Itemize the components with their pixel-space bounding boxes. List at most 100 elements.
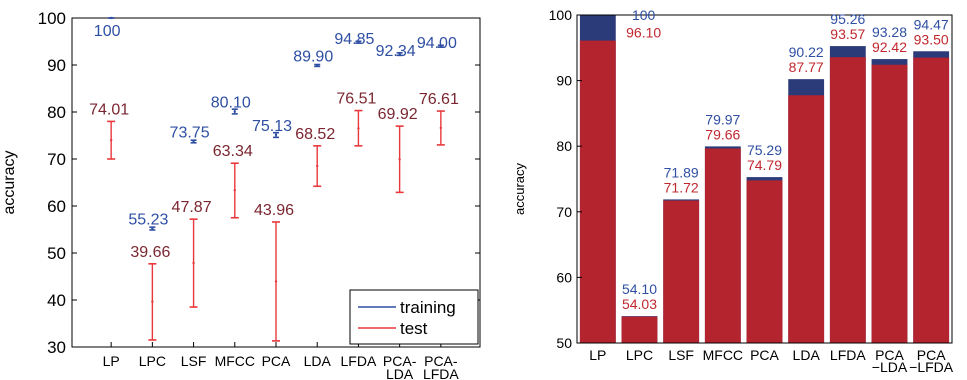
y-tick-label: 60	[47, 197, 66, 216]
data-label-bottom: 71.72	[664, 179, 699, 195]
data-point	[192, 261, 195, 265]
data-label-bottom: 92.42	[872, 39, 907, 55]
y-axis-label: accuracy	[512, 162, 527, 215]
bar-chart: 50 60 70 80 90 100 accuracy LP LPC LSF MFCC PCA LDA L…	[512, 7, 954, 375]
y-tick-label: 100	[549, 7, 573, 23]
data-point	[233, 110, 236, 113]
data-label: 75.13	[252, 118, 292, 135]
y-tick-label: 80	[47, 103, 66, 122]
bar	[913, 57, 950, 343]
data-point	[192, 140, 195, 143]
data-label: 39.66	[130, 244, 170, 261]
data-label: 80.10	[211, 95, 251, 112]
data-label-bottom: 79.66	[705, 126, 740, 142]
data-point	[233, 189, 236, 192]
plot-frame	[576, 14, 953, 344]
data-label: 100	[94, 23, 121, 40]
data-label: 94.85	[334, 31, 374, 48]
data-label-top: 71.89	[664, 164, 699, 180]
data-label: 89.90	[293, 48, 333, 65]
data-point	[439, 126, 443, 130]
data-label: 43.96	[254, 202, 294, 219]
data-point	[109, 16, 113, 20]
legend-label: training	[400, 298, 456, 317]
x-tick-label: LDA	[793, 347, 821, 363]
data-label: 92.34	[376, 43, 416, 60]
data-label-top: 94.47	[914, 16, 949, 32]
x-tick-label: LDA	[304, 353, 332, 369]
data-label: 76.51	[336, 91, 376, 108]
data-point	[357, 41, 360, 44]
bar	[579, 40, 616, 344]
y-tick-label: 30	[47, 338, 66, 357]
legend-box	[349, 289, 479, 345]
bar	[663, 200, 700, 343]
data-label-bottom: 93.57	[830, 26, 865, 42]
x-tick-label: LFDA	[830, 347, 866, 363]
data-label-top: 100	[632, 7, 656, 23]
data-point	[316, 64, 319, 67]
x-tick-label: PCA −LDA	[872, 347, 908, 375]
bar	[704, 148, 741, 343]
data-label: 47.87	[172, 199, 212, 216]
bar	[788, 95, 825, 344]
bar	[621, 316, 658, 343]
y-tick-label: 100	[38, 9, 66, 28]
x-tick-label: LFDA	[341, 353, 377, 369]
x-tick-label: MFCC	[215, 353, 255, 369]
x-tick-label: PCA-LFDA	[423, 353, 459, 380]
data-label: 73.75	[170, 124, 210, 141]
y-tick-label: 70	[556, 204, 572, 220]
data-point	[398, 158, 401, 161]
data-point	[274, 133, 278, 137]
x-tick-label: LP	[103, 353, 120, 369]
x-tick-label: PCA −LFDA	[909, 347, 954, 375]
data-label: 94.00	[417, 35, 457, 52]
x-tick-label: LSF	[181, 353, 207, 369]
bar	[871, 64, 908, 344]
y-tick-label: 50	[556, 335, 572, 351]
data-point	[109, 138, 113, 142]
x-tick-label: PCA-LDA	[383, 353, 417, 380]
x-tick-label: LP	[589, 347, 606, 363]
x-tick-label: LSF	[668, 347, 694, 363]
y-tick-label: 90	[47, 56, 66, 75]
data-point	[398, 52, 401, 56]
errorbar-chart: 30 40 50 60 70 80 90 100 accuracy LP LPC LSF MFCC PCA…	[1, 9, 481, 380]
data-label: 63.34	[213, 143, 253, 160]
data-label-bottom: 93.50	[914, 31, 949, 47]
data-label: 55.23	[128, 211, 168, 228]
x-tick-label: PCA	[262, 353, 291, 369]
bar	[746, 180, 783, 343]
y-tick-label: 60	[556, 269, 572, 285]
data-label: 74.01	[89, 101, 129, 118]
data-point	[439, 45, 443, 48]
legend-label: test	[400, 319, 428, 338]
data-point	[151, 300, 154, 303]
y-tick-label: 70	[47, 150, 66, 169]
y-tick-label: 40	[47, 291, 66, 310]
data-label-top: 93.28	[872, 24, 907, 40]
data-label-top: 95.26	[830, 11, 865, 27]
data-label-bottom: 87.77	[789, 59, 824, 75]
y-tick-label: 80	[556, 138, 572, 154]
data-label: 68.52	[295, 126, 335, 143]
data-label-top: 54.10	[622, 281, 657, 297]
data-label-top: 75.29	[747, 142, 782, 158]
data-label-top: 90.22	[789, 44, 824, 60]
y-axis-label: accuracy	[1, 150, 18, 214]
data-label: 69.92	[378, 106, 418, 123]
x-tick-label: LPC	[626, 347, 653, 363]
data-point	[151, 227, 154, 230]
x-tick-label: MFCC	[703, 347, 743, 363]
data-label-bottom: 74.79	[747, 157, 782, 173]
data-point	[316, 164, 319, 168]
data-label-bottom: 54.03	[622, 296, 657, 312]
data-label: 76.61	[419, 91, 459, 108]
bar	[829, 57, 866, 344]
x-tick-label: PCA	[750, 347, 779, 363]
data-point	[274, 280, 278, 283]
data-point	[357, 127, 360, 130]
data-label-top: 79.97	[705, 111, 740, 127]
